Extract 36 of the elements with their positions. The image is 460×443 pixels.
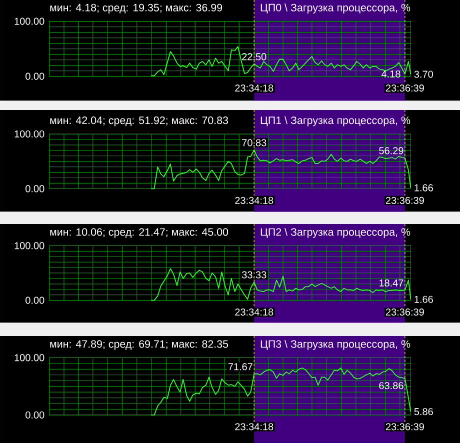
x-tick-label: 23:34:18 <box>235 196 274 204</box>
annotation: 33.33 <box>242 271 266 278</box>
annotation: 1.66 <box>414 184 433 192</box>
chart-title: ЦП0 \ Загрузка процессора, % <box>260 4 410 14</box>
y-tick-label: 0.00 <box>26 411 44 419</box>
y-tick-label: 100.00 <box>14 130 44 138</box>
y-tick-label: 100.00 <box>14 354 44 362</box>
y-tick-label: 100.00 <box>14 242 44 250</box>
x-tick-label: 23:36:39 <box>386 84 424 92</box>
x-tick-label: 23:34:18 <box>235 84 274 92</box>
chart-subtitle: мин: 10.06; сред: 21.47; макс: 45.00 <box>50 228 228 238</box>
x-tick-label: 23:36:39 <box>386 423 424 430</box>
annotation: 1.66 <box>414 296 433 303</box>
chart-subtitle: мин: 4.18; сред: 19.35; макс: 36.99 <box>50 4 222 14</box>
y-tick-label: 0.00 <box>26 296 44 304</box>
x-tick-label: 23:36:39 <box>386 308 424 316</box>
chart-title: ЦП2 \ Загрузка процессора, % <box>260 228 410 238</box>
x-tick-label: 23:34:18 <box>235 308 274 316</box>
annotation: 18.47 <box>379 279 404 286</box>
chart-subtitle: мин: 42.04; сред: 51.92; макс: 70.83 <box>50 116 228 126</box>
x-tick-label: 23:34:18 <box>235 423 274 430</box>
x-tick-label: 23:36:39 <box>386 196 424 204</box>
annotation: 63.86 <box>379 382 404 390</box>
annotation: 56.29 <box>379 147 404 154</box>
chart-subtitle: мин: 47.89; сред: 69.71; макс: 82.35 <box>50 340 228 350</box>
chart-title: ЦП1 \ Загрузка процессора, % <box>260 116 410 126</box>
annotation: 4.18 <box>382 70 400 78</box>
y-tick-label: 100.00 <box>14 18 44 25</box>
chart-title: ЦП3 \ Загрузка процессора, % <box>260 340 410 350</box>
y-tick-label: 0.00 <box>26 72 44 80</box>
annotation: 71.67 <box>228 363 252 370</box>
annotation: 22.50 <box>242 53 266 60</box>
y-tick-label: 0.00 <box>26 185 44 192</box>
annotation: 5.86 <box>414 408 433 416</box>
annotation: 3.70 <box>414 70 433 78</box>
annotation: 70.83 <box>242 139 266 146</box>
